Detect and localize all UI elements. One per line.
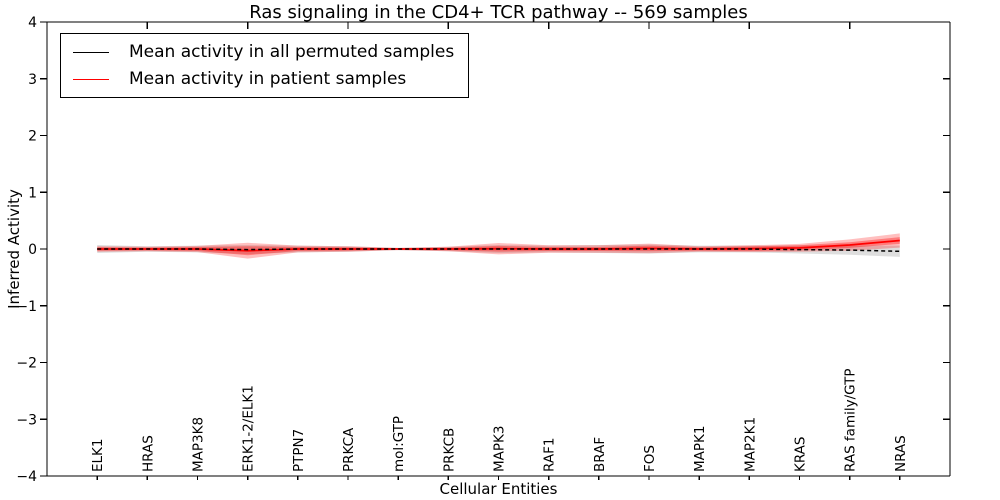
x-category-label: ELK1 [90, 439, 106, 473]
x-category-label: KRAS [793, 437, 809, 473]
legend-label-permuted: Mean activity in all permuted samples [129, 42, 455, 62]
y-tick-label: −2 [16, 356, 37, 372]
chart-title: Ras signaling in the CD4+ TCR pathway --… [249, 2, 748, 23]
x-category-label: MAP2K1 [742, 417, 758, 472]
x-category-label: ERK1-2/ELK1 [241, 385, 257, 472]
y-tick-label: −1 [16, 299, 37, 315]
x-axis-label: Cellular Entities [439, 480, 558, 498]
x-category-label: MAPK1 [692, 426, 708, 472]
x-category-label: FOS [642, 445, 658, 472]
x-category-label: MAP3K8 [191, 417, 207, 472]
legend: Mean activity in all permuted samples Me… [60, 33, 470, 98]
x-category-label: PRKCA [341, 427, 357, 472]
y-tick-label: 0 [28, 242, 37, 258]
permuted-band [97, 244, 900, 257]
permuted-mean-line [97, 248, 900, 253]
patient-line-sample-icon [73, 78, 109, 80]
y-tick-label: 1 [28, 185, 37, 201]
x-category-label: RAF1 [542, 438, 558, 472]
x-category-label: mol:GTP [391, 416, 407, 472]
legend-entry-permuted: Mean activity in all permuted samples [73, 42, 454, 62]
y-tick-label: 4 [28, 15, 37, 31]
legend-label-patient: Mean activity in patient samples [129, 69, 407, 89]
y-tick-label: 2 [28, 129, 37, 145]
x-category-label: HRAS [140, 435, 156, 472]
x-category-label: BRAF [592, 437, 608, 472]
x-category-label: NRAS [893, 435, 909, 472]
x-category-label: PTPN7 [291, 429, 307, 472]
x-category-label: MAPK3 [492, 426, 508, 472]
x-category-label: PRKCB [441, 428, 457, 472]
y-tick-label: 3 [28, 72, 37, 88]
x-category-label: RAS family/GTP [843, 368, 859, 472]
legend-entry-patient: Mean activity in patient samples [73, 69, 454, 89]
patient-band-inner [97, 237, 900, 256]
permuted-line-sample-icon [73, 51, 109, 53]
y-axis-label: Inferred Activity [5, 189, 23, 309]
y-tick-label: −3 [16, 412, 37, 428]
patient-band-outer [97, 233, 900, 259]
y-tick-label: −4 [16, 469, 37, 485]
